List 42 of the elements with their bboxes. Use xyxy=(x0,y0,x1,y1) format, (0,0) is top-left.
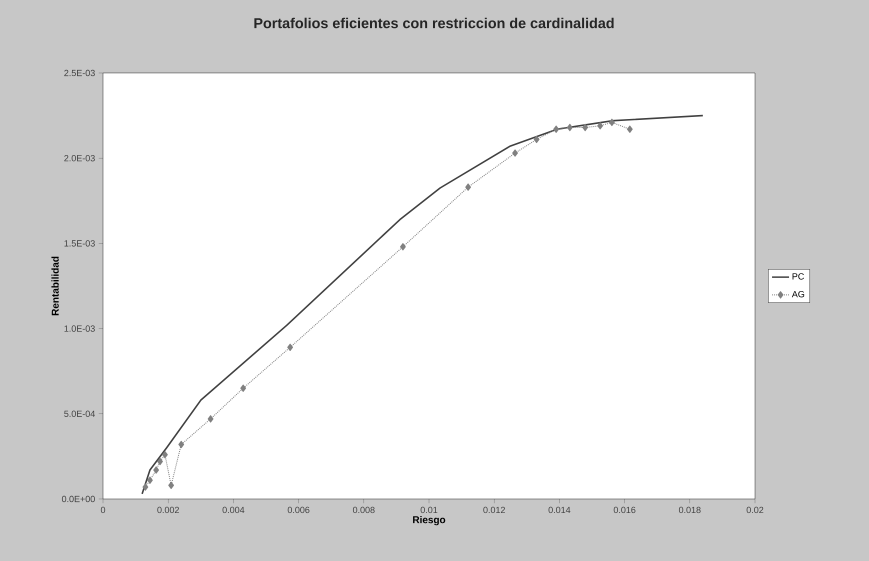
point xyxy=(534,136,540,144)
y-tick-label: 5.0E-04 xyxy=(64,410,95,417)
x-tick-label: 0.004 xyxy=(222,506,244,514)
x-tick-label: 0.018 xyxy=(678,506,701,514)
point xyxy=(147,476,153,484)
x-tick-label: 0.006 xyxy=(288,506,310,514)
x-tick-label: 0.012 xyxy=(483,506,505,514)
y-tick-label: 1.5E-03 xyxy=(64,240,95,247)
point xyxy=(582,124,588,132)
x-tick-label: 0.02 xyxy=(746,506,764,514)
point xyxy=(626,126,633,133)
point xyxy=(142,483,148,491)
point xyxy=(287,344,294,352)
point xyxy=(465,183,472,191)
chart-title: Portafolios eficientes con restriccion de cardinalidad xyxy=(254,18,614,28)
point xyxy=(162,450,168,458)
point xyxy=(609,118,615,126)
point xyxy=(597,122,604,130)
point xyxy=(553,126,560,133)
y-tick-label: 0.0E+00 xyxy=(62,496,95,502)
point xyxy=(157,458,163,466)
x-tick-label: 0.014 xyxy=(548,506,570,514)
point xyxy=(153,466,160,474)
point xyxy=(512,149,518,157)
point xyxy=(566,124,573,132)
x-tick-label: 0.002 xyxy=(157,506,179,514)
y-tick-label: 2.5E-03 xyxy=(64,70,95,76)
point xyxy=(168,482,174,490)
legend-label: PC xyxy=(792,273,804,280)
point xyxy=(208,415,214,423)
legend-label: AG xyxy=(792,290,804,298)
x-tick-label: 0.008 xyxy=(352,506,375,514)
y-tick-label: 1.0E-03 xyxy=(64,325,95,332)
x-tick-label: 0 xyxy=(100,506,106,514)
point xyxy=(178,440,184,448)
x-tick-label: 0.01 xyxy=(420,506,438,514)
x-tick-label: 0.016 xyxy=(614,506,636,514)
point xyxy=(240,384,246,392)
x-axis-title: Riesgo xyxy=(413,516,446,526)
y-tick-label: 2.0E-03 xyxy=(64,155,95,162)
y-axis-title: Rentabilidad xyxy=(51,256,59,316)
point xyxy=(400,243,406,250)
